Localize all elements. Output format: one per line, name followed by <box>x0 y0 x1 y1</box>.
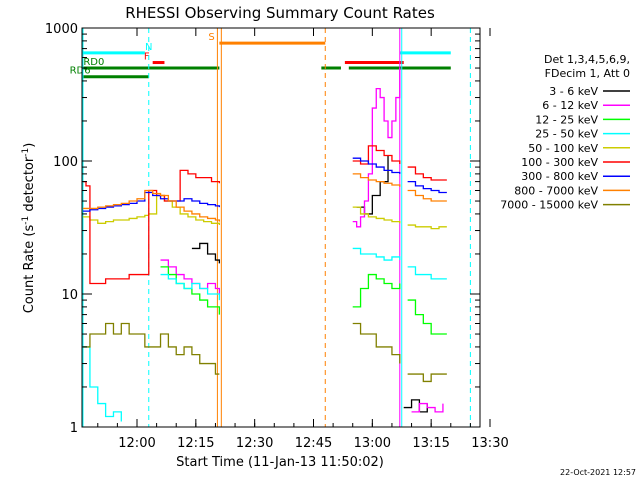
legend-label-6: 300 - 800 keV <box>521 170 598 183</box>
legend-label-2: 12 - 25 keV <box>535 113 598 126</box>
axes-layer: 12:00 12:15 12:30 12:45 13:00 13:15 13:30 1 10 10… <box>45 22 509 451</box>
y-tick-label-2: 100 <box>53 155 78 170</box>
series-line-7-0 <box>83 189 221 222</box>
series-line-5-2 <box>407 166 447 181</box>
legend-label-5: 100 - 300 keV <box>521 156 598 169</box>
timestamp: 22-Oct-2021 12:57 <box>560 468 636 477</box>
y-axis-label-sup2: -1 <box>21 148 31 157</box>
x-tick-label-6: 13:30 <box>471 436 508 451</box>
legend-label-8: 7000 - 15000 keV <box>500 199 598 212</box>
series-line-4-0 <box>83 194 221 226</box>
plot-frame <box>81 27 481 428</box>
x-tick-label-1: 12:15 <box>177 436 214 451</box>
series-line-4-2 <box>407 224 447 230</box>
y-axis-label-main: Count Rate (s <box>22 225 37 314</box>
series-line-2-1 <box>352 273 401 308</box>
x-tick-label-4: 13:00 <box>354 436 391 451</box>
series-line-7-1 <box>352 173 401 187</box>
series-line-3-3 <box>407 266 447 280</box>
x-tick-label-2: 12:30 <box>236 436 273 451</box>
legend-label-7: 800 - 7000 keV <box>514 184 598 197</box>
y-axis-label-sup1: -1 <box>21 216 31 225</box>
y-tick-label-0: 1 <box>70 421 78 436</box>
flag-label-rd6: RD6 <box>70 66 91 77</box>
series-line-8-1 <box>352 322 401 364</box>
series-line-6-2 <box>407 180 447 194</box>
series-line-4-1 <box>352 206 401 224</box>
series-line-7-2 <box>407 189 447 202</box>
legend-header-line-2: FDecim 1, Att 0 <box>545 67 630 80</box>
x-axis-label: Start Time (11-Jan-13 11:50:02) <box>176 455 384 470</box>
x-tick-label-0: 12:00 <box>118 436 155 451</box>
flag-label-s: S <box>208 32 214 43</box>
series-line-1-1 <box>352 68 401 228</box>
y-axis-label-end: ) <box>22 143 37 148</box>
series-line-3-1 <box>160 273 221 301</box>
series-line-8-0 <box>83 322 220 375</box>
y-axis-label: Count Rate (s-1 detector-1) <box>21 143 37 314</box>
x-tick-label-3: 12:45 <box>295 436 332 451</box>
chart-title: RHESSI Observing Summary Count Rates <box>125 4 435 22</box>
series-line-2-0 <box>160 266 221 315</box>
y-axis-label-mid: detector <box>22 156 37 216</box>
series-line-2-2 <box>407 299 447 335</box>
series-line-3-2 <box>352 247 401 261</box>
legend-label-1: 6 - 12 keV <box>542 99 598 112</box>
series-line-8-2 <box>407 373 447 383</box>
series-line-6-1 <box>352 157 401 174</box>
y-tick-label-3: 1000 <box>45 22 78 37</box>
series-line-3-0 <box>83 346 122 422</box>
series-line-0-2 <box>403 399 428 413</box>
legend-label-0: 3 - 6 keV <box>549 85 598 98</box>
legend-header-line-1: Det 1,3,4,5,6,9, <box>544 53 630 66</box>
y-tick-label-1: 10 <box>61 288 78 303</box>
series-line-5-1 <box>352 145 401 165</box>
flag-label-rd0: RD0 <box>83 57 104 68</box>
flag-label-f: F <box>144 52 150 63</box>
series-layer <box>83 68 447 422</box>
series-line-1-2 <box>411 402 444 413</box>
legend-label-4: 50 - 100 keV <box>528 142 598 155</box>
series-line-0-0 <box>191 242 221 264</box>
x-tick-label-5: 13:15 <box>412 436 449 451</box>
legend-label-3: 25 - 50 keV <box>535 128 598 141</box>
vertical-markers-layer <box>82 28 471 427</box>
